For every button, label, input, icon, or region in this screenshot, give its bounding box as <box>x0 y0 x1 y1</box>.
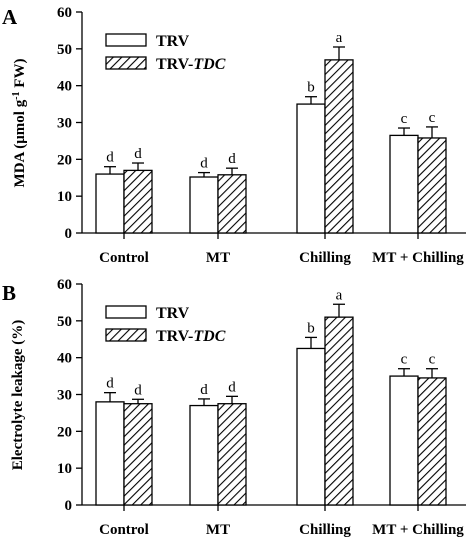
bar <box>324 316 354 506</box>
x-category-label: Control <box>99 522 149 538</box>
significance-label: b <box>307 80 315 96</box>
y-tick-label: 0 <box>65 498 73 514</box>
significance-label: d <box>134 382 142 398</box>
y-axis-label: MDA (μmol g-1 FW) <box>11 59 29 188</box>
y-axis-label: Electrolyte leakage (%) <box>10 320 26 471</box>
y-tick-label: 30 <box>57 388 72 404</box>
bar <box>389 375 419 506</box>
significance-label: d <box>200 382 208 398</box>
x-category-label: Chilling <box>299 250 351 266</box>
x-category-label: Control <box>99 250 149 266</box>
significance-label: c <box>401 111 408 127</box>
significance-label: d <box>228 379 236 395</box>
panel-letter: A <box>2 5 18 29</box>
significance-label: d <box>228 151 236 167</box>
legend-label-text: TRV- <box>156 56 193 73</box>
significance-label: d <box>134 146 142 162</box>
legend-label: TRV <box>156 33 190 50</box>
bar <box>189 404 219 506</box>
bar <box>417 377 447 506</box>
bar <box>95 173 125 234</box>
legend-label-text: TRV <box>156 305 190 322</box>
bar <box>95 401 125 506</box>
panel-a: A MDA (μmol g-1 FW) 0 10 20 30 40 50 60 Control… <box>2 5 466 266</box>
significance-label: d <box>200 156 208 172</box>
legend-label: TRV-TDC <box>156 328 226 345</box>
bar <box>217 174 247 234</box>
legend-swatch <box>105 305 147 319</box>
y-tick-label: 50 <box>57 42 72 58</box>
bar <box>324 59 354 234</box>
bar <box>217 403 247 506</box>
y-tick-label: 60 <box>57 5 72 21</box>
x-category-label: MT + Chilling <box>372 250 464 266</box>
bar <box>389 134 419 234</box>
significance-label: c <box>429 352 436 368</box>
significance-label: d <box>106 376 114 392</box>
significance-label: d <box>106 150 114 166</box>
y-tick-label: 0 <box>65 226 73 242</box>
y-tick-label: 20 <box>57 152 72 168</box>
legend-label-text: TRV- <box>156 328 193 345</box>
y-tick-label: 10 <box>57 461 72 477</box>
legend-swatch <box>105 328 147 342</box>
y-axis-label-unit: FW) <box>12 59 28 92</box>
legend-label-text: TRV <box>156 33 190 50</box>
y-tick-label: 20 <box>57 424 72 440</box>
legend-swatch <box>105 56 147 70</box>
bar <box>123 169 153 234</box>
y-axis-label-superscript: -1 <box>11 91 22 99</box>
legend-label: TRV <box>156 305 190 322</box>
significance-label: b <box>307 320 315 336</box>
bar <box>296 103 326 234</box>
significance-label: c <box>401 352 408 368</box>
y-axis-label-main: Electrolyte leakage (%) <box>10 320 26 471</box>
plot-area: 0 10 20 30 40 50 60 Control MT Chilling MT + Chill… <box>57 277 466 538</box>
x-category-label: MT <box>206 522 230 538</box>
y-tick-label: 40 <box>57 351 72 367</box>
panel-b: B Electrolyte leakage (%) 0 10 20 30 40 50 60 C… <box>2 277 466 538</box>
x-category-label: MT + Chilling <box>372 522 464 538</box>
bar <box>189 176 219 234</box>
y-tick-label: 10 <box>57 189 72 205</box>
legend-swatch <box>105 33 147 47</box>
significance-label: a <box>336 287 343 303</box>
x-category-label: Chilling <box>299 522 351 538</box>
y-tick-label: 50 <box>57 314 72 330</box>
plot-area: 0 10 20 30 40 50 60 Control MT Chilling MT + Chill… <box>57 5 466 266</box>
y-tick-label: 60 <box>57 277 72 293</box>
y-tick-label: 40 <box>57 79 72 95</box>
panel-letter: B <box>2 281 16 305</box>
significance-label: c <box>429 110 436 126</box>
legend-label-italic: TDC <box>193 56 225 73</box>
bar <box>417 137 447 234</box>
bar <box>123 403 153 506</box>
legend-label: TRV-TDC <box>156 56 226 73</box>
x-category-label: MT <box>206 250 230 266</box>
y-axis-label-main: MDA (μmol g <box>12 99 28 187</box>
legend-label-italic: TDC <box>193 328 225 345</box>
bar <box>296 347 326 506</box>
significance-label: a <box>336 30 343 46</box>
y-tick-label: 30 <box>57 116 72 132</box>
